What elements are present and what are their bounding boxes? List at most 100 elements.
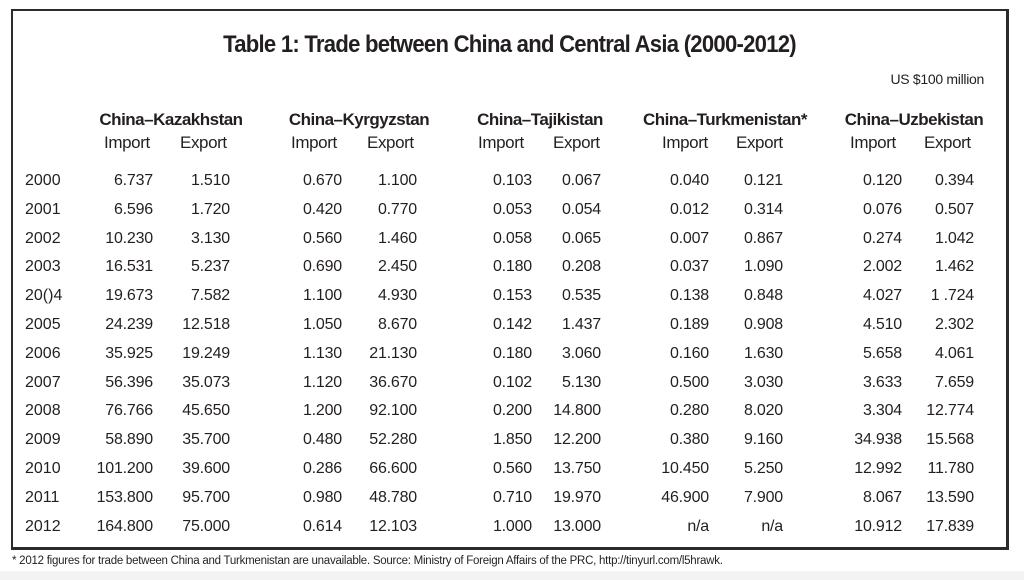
group-header-kazakhstan: China–Kazakhstan [99, 110, 243, 129]
turkmenistan-import-cell: n/a [687, 517, 709, 535]
tajikistan-import-header: Import [478, 133, 524, 152]
uzbekistan-export-cell: 0.394 [934, 172, 974, 189]
kazakhstan-import-cell: 10.230 [105, 229, 153, 247]
kyrgyzstan-export-cell: 2.450 [377, 258, 417, 276]
kyrgyzstan-import-cell: 1.130 [302, 344, 342, 362]
kazakhstan-import-cell: 101.200 [96, 460, 154, 477]
kazakhstan-export-cell: 1.720 [190, 200, 230, 218]
tajikistan-export-cell: 14.800 [553, 402, 601, 420]
kazakhstan-export-cell: 75.000 [182, 517, 230, 535]
table-row: 2006 35.925 19.249 1.130 21.130 0.180 3.060 0.1… [13, 345, 1006, 374]
kyrgyzstan-export-header: Export [367, 133, 414, 152]
tajikistan-export-cell: 5.130 [561, 373, 601, 391]
turkmenistan-export-cell: 3.030 [743, 373, 783, 391]
uzbekistan-import-cell: 4.510 [862, 316, 902, 333]
kyrgyzstan-import-cell: 0.286 [302, 460, 342, 477]
turkmenistan-export-cell: 8.020 [743, 402, 783, 420]
uzbekistan-import-cell: 3.304 [862, 402, 902, 420]
tajikistan-export-cell: 0.054 [561, 200, 601, 218]
uzbekistan-export-cell: 11.780 [927, 460, 974, 477]
kazakhstan-export-cell: 45.650 [182, 402, 230, 420]
units-label: US $100 million [890, 71, 984, 87]
uzbekistan-export-cell: 0.507 [934, 200, 974, 218]
kazakhstan-import-cell: 24.239 [105, 316, 153, 333]
kyrgyzstan-import-cell: 1.100 [302, 287, 342, 305]
tajikistan-import-cell: 0.058 [492, 229, 532, 247]
tajikistan-export-cell: 13.000 [553, 517, 601, 535]
year-cell: 2011 [25, 488, 60, 506]
turkmenistan-import-cell: 0.040 [669, 172, 709, 189]
kyrgyzstan-export-cell: 92.100 [369, 402, 417, 420]
kyrgyzstan-export-cell: 0.770 [377, 200, 417, 218]
turkmenistan-export-header: Export [736, 133, 783, 152]
turkmenistan-export-cell: 0.121 [743, 172, 783, 189]
kyrgyzstan-export-cell: 4.930 [377, 287, 417, 305]
tajikistan-import-cell: 0.053 [492, 200, 532, 218]
uzbekistan-import-cell: 0.274 [862, 229, 902, 247]
group-header-tajikistan: China–Tajikistan [477, 110, 603, 129]
kyrgyzstan-export-cell: 52.280 [369, 431, 417, 449]
uzbekistan-import-cell: 0.120 [862, 172, 902, 189]
turkmenistan-export-cell: 0.908 [743, 316, 783, 333]
year-cell: 2005 [25, 316, 61, 333]
uzbekistan-export-cell: 17.839 [926, 517, 974, 535]
tajikistan-export-cell: 12.200 [553, 431, 601, 449]
uzbekistan-export-cell: 4.061 [934, 344, 974, 362]
turkmenistan-export-cell: 9.160 [743, 431, 783, 449]
year-cell: 2012 [25, 517, 61, 535]
group-header-turkmenistan: China–Turkmenistan* [642, 110, 808, 129]
turkmenistan-export-cell: 5.250 [743, 460, 783, 477]
tajikistan-export-cell: 0.067 [561, 172, 601, 189]
tajikistan-import-cell: 0.142 [492, 316, 532, 333]
uzbekistan-import-cell: 2.002 [862, 258, 902, 276]
tajikistan-import-cell: 0.560 [492, 460, 532, 477]
turkmenistan-import-cell: 46.900 [661, 488, 709, 506]
tajikistan-import-cell: 0.153 [492, 287, 532, 305]
uzbekistan-import-cell: 4.027 [862, 287, 902, 305]
year-cell: 2009 [25, 431, 61, 449]
tajikistan-export-cell: 3.060 [561, 344, 601, 362]
turkmenistan-export-cell: 0.314 [743, 200, 783, 218]
table-frame: Table 1: Trade between China and Central… [11, 9, 1009, 550]
uzbekistan-export-cell: 13.590 [926, 488, 974, 506]
kazakhstan-import-cell: 16.531 [105, 258, 153, 276]
tajikistan-export-header: Export [553, 133, 600, 152]
kazakhstan-export-cell: 35.700 [182, 431, 230, 449]
uzbekistan-import-cell: 3.633 [862, 373, 902, 391]
year-cell: 2000 [25, 172, 61, 189]
table-row: 20()4 19.673 7.582 1.100 4.930 0.153 0.535 0.13… [13, 287, 1006, 316]
kyrgyzstan-export-cell: 48.780 [369, 488, 417, 506]
table-row: 2007 56.396 35.073 1.120 36.670 0.102 5.130 0.5… [13, 374, 1006, 403]
uzbekistan-export-header: Export [924, 133, 971, 152]
uzbekistan-import-cell: 12.992 [854, 460, 902, 477]
table-row: 2010 101.200 39.600 0.286 66.600 0.560 13.750 1… [13, 460, 1006, 489]
uzbekistan-import-cell: 0.076 [862, 200, 902, 218]
uzbekistan-export-cell: 1.462 [934, 258, 974, 276]
kyrgyzstan-import-cell: 1.200 [302, 402, 342, 420]
uzbekistan-import-cell: 5.658 [862, 344, 902, 362]
uzbekistan-import-cell: 8.067 [862, 488, 902, 506]
kazakhstan-import-header: Import [104, 133, 150, 152]
year-cell: 2007 [25, 373, 61, 391]
kazakhstan-import-cell: 76.766 [105, 402, 153, 420]
kyrgyzstan-import-cell: 0.560 [302, 229, 342, 247]
uzbekistan-export-cell: 12.774 [926, 402, 974, 420]
turkmenistan-import-cell: 0.380 [669, 431, 709, 449]
table-row: 2008 76.766 45.650 1.200 92.100 0.200 14.800 0.… [13, 402, 1006, 431]
table-row: 2009 58.890 35.700 0.480 52.280 1.850 12.200 0.… [13, 431, 1006, 460]
year-cell: 2002 [25, 229, 61, 247]
table-row: 2005 24.239 12.518 1.050 8.670 0.142 1.437 0.18… [13, 316, 1006, 345]
turkmenistan-import-cell: 0.500 [669, 373, 709, 391]
year-cell: 2010 [25, 460, 61, 477]
turkmenistan-export-cell: 7.900 [743, 488, 783, 506]
tajikistan-import-cell: 0.102 [492, 373, 532, 391]
uzbekistan-export-cell: 15.568 [926, 431, 974, 449]
table-row: 2012 164.800 75.000 0.614 12.103 1.000 13.000 n… [13, 518, 1006, 547]
turkmenistan-import-cell: 0.037 [669, 258, 709, 276]
turkmenistan-export-cell: 0.848 [743, 287, 783, 305]
tajikistan-export-cell: 13.750 [553, 460, 601, 477]
kazakhstan-export-cell: 12.518 [182, 316, 230, 333]
tajikistan-export-cell: 0.065 [561, 229, 601, 247]
table-row: 2001 6.596 1.720 0.420 0.770 0.053 0.054 0.012 0… [13, 201, 1006, 230]
kazakhstan-export-cell: 3.130 [190, 229, 230, 247]
